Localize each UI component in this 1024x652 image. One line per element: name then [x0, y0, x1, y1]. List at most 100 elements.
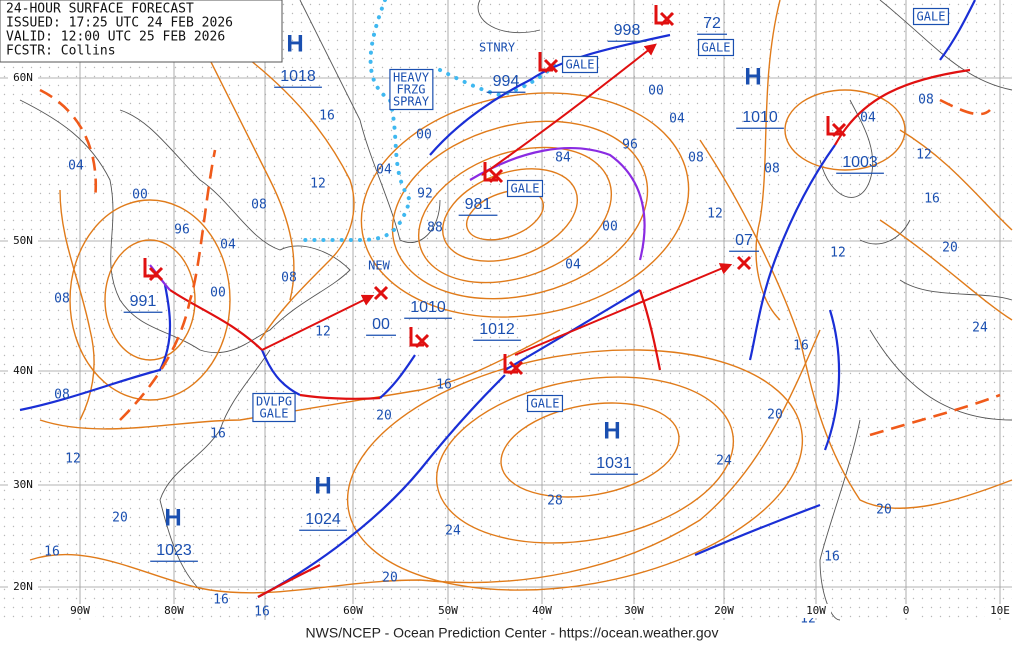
low-pressure: 1010 [410, 299, 446, 316]
low-pressure: 981 [465, 196, 492, 213]
isobar-label: 24 [445, 524, 461, 539]
isobar-label: 12 [310, 177, 326, 192]
isobar-label: 00 [416, 128, 432, 143]
isobar-label: 12 [830, 246, 846, 261]
isobar-label: 24 [716, 454, 732, 469]
isobar-label: 20 [112, 511, 128, 526]
isobar-label: 04 [68, 159, 84, 174]
longitude-label: 20W [714, 604, 734, 617]
warning-text: GALE [917, 10, 946, 24]
latitude-label: 50N [13, 234, 33, 247]
lon-label-bg [985, 604, 1015, 618]
isobar-label: 08 [688, 151, 704, 166]
isobar-label: 28 [547, 494, 563, 509]
header-line: FCSTR: Collins [6, 44, 116, 59]
high-pressure: 1010 [742, 109, 778, 126]
warning-box [389, 68, 434, 111]
storm-tracks [261, 43, 733, 356]
lat-label-bg [8, 364, 38, 378]
isobar-label: 16 [319, 109, 335, 124]
warning-text: GALE [702, 41, 731, 55]
isobar-label: 08 [764, 162, 780, 177]
low-pressure: 994 [493, 73, 520, 90]
longitude-label: 40W [532, 604, 552, 617]
lon-label-bg [709, 604, 739, 618]
isobar-label: 00 [648, 84, 664, 99]
lon-label-bg [619, 604, 649, 618]
high-pressure: 1023 [156, 542, 192, 559]
lon-label-bg [891, 604, 921, 618]
isobar-label: 04 [220, 238, 236, 253]
warning-box [252, 392, 296, 423]
high-symbol: H [744, 63, 761, 90]
isobar-label: 08 [281, 271, 297, 286]
header-line: VALID: 12:00 UTC 25 FEB 2026 [6, 30, 225, 45]
warning-box [561, 55, 599, 74]
isobar-label: 20 [767, 408, 783, 423]
low-pressure: 991 [130, 293, 157, 310]
longitude-label: 90W [70, 604, 90, 617]
warning-text: GALE [260, 407, 289, 421]
isobar-label: 16 [210, 427, 226, 442]
longitude-label: 0 [903, 604, 910, 617]
isobar-label: 16 [824, 550, 840, 565]
header-box [0, 0, 283, 63]
isobar-label: 12 [707, 207, 723, 222]
fronts [19, 0, 1001, 598]
lon-label-bg [338, 604, 368, 618]
front-label: STNRY [479, 41, 516, 55]
longitude-label: 50W [438, 604, 458, 617]
isobar-label: 12 [916, 148, 932, 163]
warning-box [526, 394, 564, 413]
longitude-label: 10E [990, 604, 1010, 617]
lat-label-bg [8, 580, 38, 594]
lon-label-bg [159, 604, 189, 618]
isobar-label: 12 [65, 452, 81, 467]
warning-box [697, 38, 735, 57]
isobar-label: 08 [54, 388, 70, 403]
lon-label-bg [801, 604, 831, 618]
longitude-label: 80W [164, 604, 184, 617]
isobar-label: 96 [174, 223, 190, 238]
isobar-label: 16 [254, 605, 270, 620]
low-pressure: 72 [703, 15, 721, 32]
isobar-label: 04 [376, 163, 392, 178]
warning-box [912, 7, 950, 26]
longitude-label: 30W [624, 604, 644, 617]
isobar-label: 00 [210, 286, 226, 301]
isobar-label: 16 [793, 339, 809, 354]
isobar-label: 88 [427, 221, 443, 236]
latitude-label: 40N [13, 364, 33, 377]
latitude-label: 30N [13, 478, 33, 491]
high-pressure: 1024 [305, 511, 341, 528]
high-symbol: H [164, 504, 181, 531]
warning-text: FRZG [397, 83, 426, 97]
lon-label-bg [433, 604, 463, 618]
isobar-label: 20 [942, 241, 958, 256]
header-line: ISSUED: 17:25 UTC 24 FEB 2026 [6, 16, 233, 31]
isobar-label: 00 [602, 220, 618, 235]
warning-text: GALE [566, 58, 595, 72]
low-pressure: 00 [372, 316, 390, 333]
isobar-label: 20 [382, 571, 398, 586]
low-centers [143, 5, 847, 376]
isobar-label: 04 [565, 258, 581, 273]
longitude-label: 10W [806, 604, 826, 617]
latitude-label: 20N [13, 580, 33, 593]
isobar-label: 84 [555, 151, 571, 166]
low-pressure: 1003 [842, 154, 878, 171]
lat-label-bg [8, 71, 38, 85]
ice-edge [298, 0, 562, 242]
warning-text: GALE [531, 397, 560, 411]
isobar-label: 16 [213, 593, 229, 608]
high-pressure: 1031 [596, 455, 632, 472]
isobar-label: 20 [376, 409, 392, 424]
warning-text: DVLPG [256, 395, 292, 409]
low-pressure: 1012 [479, 321, 515, 338]
warning-text: GALE [511, 182, 540, 196]
isobar-label: 12 [315, 325, 331, 340]
lon-label-bg [65, 604, 95, 618]
low-pressure: 998 [614, 22, 641, 39]
